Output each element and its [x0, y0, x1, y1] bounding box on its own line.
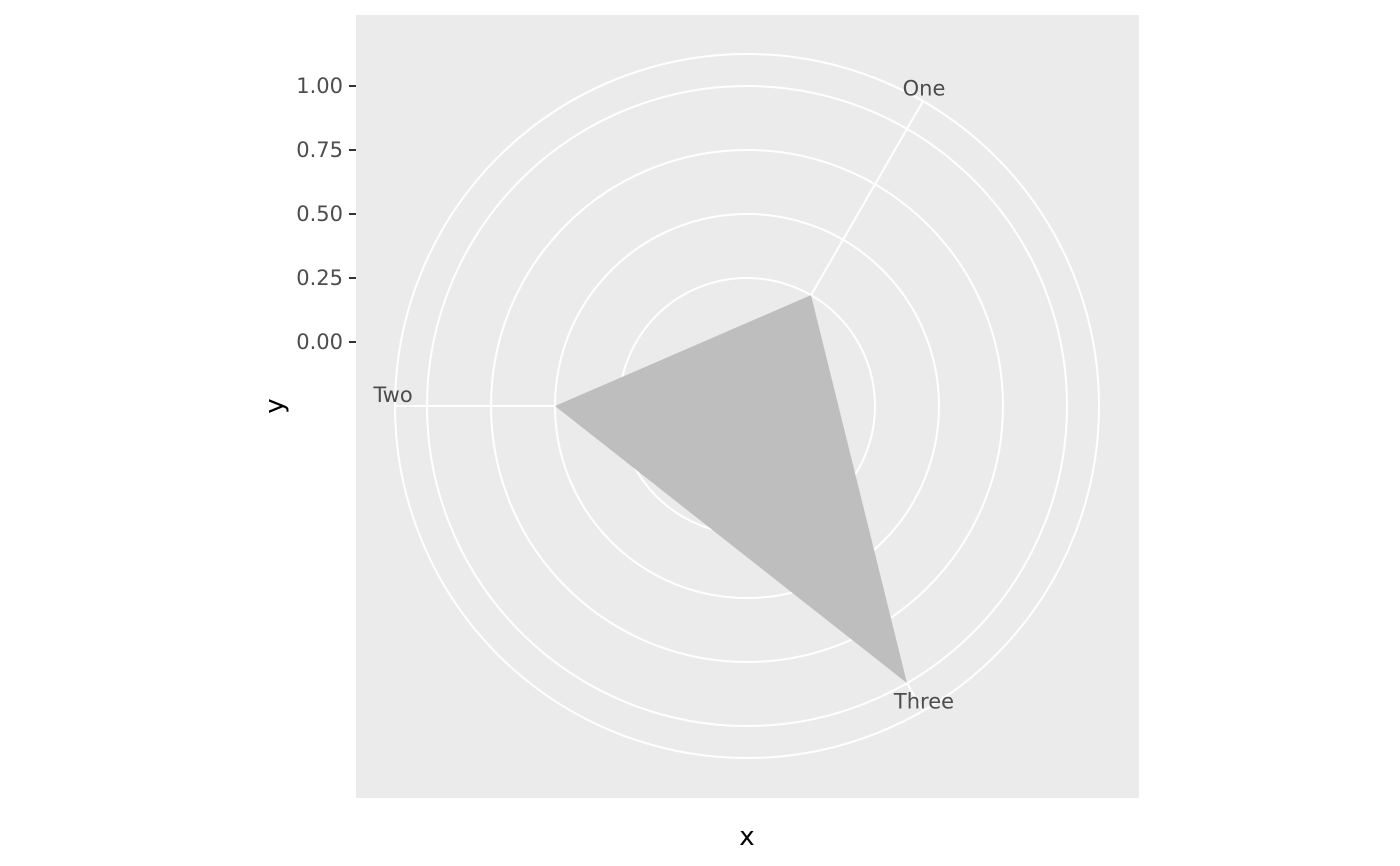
- data-layer: [555, 295, 907, 684]
- y-tick-label-1: 0.25: [296, 266, 343, 290]
- category-label-one: One: [903, 76, 946, 100]
- category-label-two: Two: [372, 383, 412, 407]
- y-tick-label-3: 0.75: [296, 138, 343, 162]
- category-label-three: Three: [893, 690, 954, 714]
- y-tick-label-4: 1.00: [296, 74, 343, 98]
- y-tick-label-2: 0.50: [296, 202, 343, 226]
- data-polygon: [555, 295, 907, 684]
- y-tick-label-0: 0.00: [296, 330, 343, 354]
- y-axis: 0.00 0.25 0.50 0.75 1.00: [296, 74, 356, 354]
- x-axis-title: x: [739, 822, 754, 852]
- y-axis-title: y: [260, 398, 290, 413]
- theta-labels: One Two Three: [372, 76, 954, 713]
